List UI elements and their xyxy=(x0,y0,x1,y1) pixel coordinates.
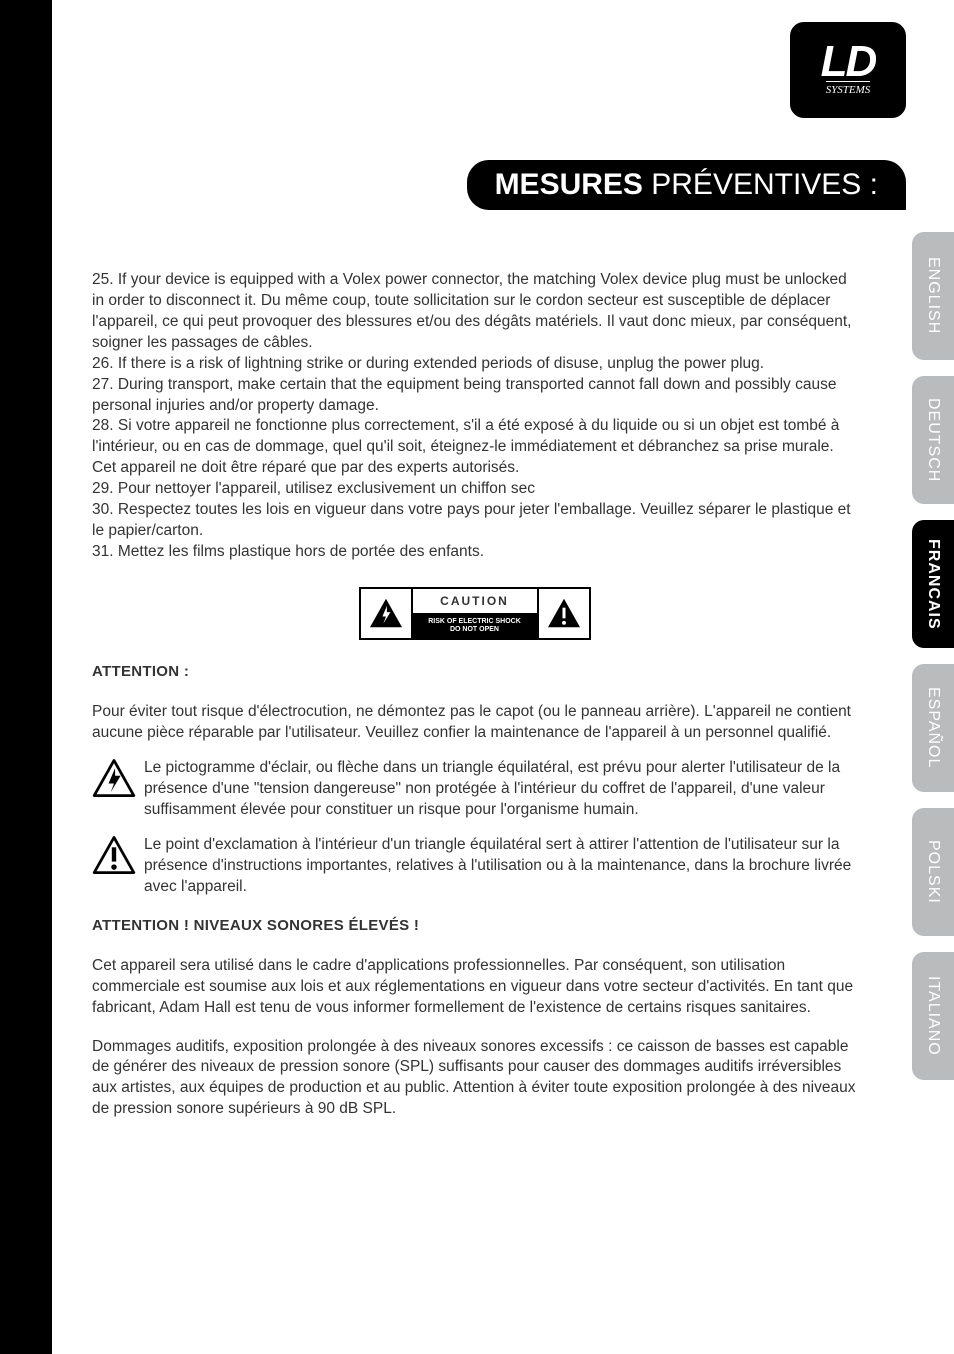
attention-body: Pour éviter tout risque d'électrocution,… xyxy=(92,702,857,744)
bolt-triangle-icon xyxy=(361,589,411,638)
sound-paragraph-2: Dommages auditifs, exposition prolongée … xyxy=(92,1037,857,1121)
exclamation-triangle-icon xyxy=(92,835,136,875)
caution-label: CAUTION RISK OF ELECTRIC SHOCK DO NOT OP… xyxy=(359,587,591,640)
exclamation-explanation-text: Le point d'exclamation à l'intérieur d'u… xyxy=(144,835,857,898)
attention-heading: ATTENTION : xyxy=(92,662,857,682)
item-27: 27. During transport, make certain that … xyxy=(92,375,857,417)
item-30: 30. Respectez toutes les lois en vigueur… xyxy=(92,500,857,542)
caution-subtext: RISK OF ELECTRIC SHOCK DO NOT OPEN xyxy=(413,615,537,638)
bolt-explanation-row: Le pictogramme d'éclair, ou flèche dans … xyxy=(92,758,857,821)
content-body: 25. If your device is equipped with a Vo… xyxy=(92,270,857,1120)
tab-italiano[interactable]: ITALIANO xyxy=(912,952,954,1080)
caution-heading: CAUTION xyxy=(413,589,537,615)
title-bold: MESURES xyxy=(495,168,643,201)
logo-text-bottom: SYSTEMS xyxy=(826,81,871,96)
tab-english[interactable]: ENGLISH xyxy=(912,232,954,360)
exclamation-triangle-icon xyxy=(539,589,589,638)
sound-level-heading: ATTENTION ! NIVEAUX SONORES ÉLEVÉS ! xyxy=(92,916,857,936)
bolt-triangle-icon xyxy=(92,758,136,798)
item-31: 31. Mettez les films plastique hors de p… xyxy=(92,542,857,563)
tab-deutsch[interactable]: DEUTSCH xyxy=(912,376,954,504)
bolt-explanation-text: Le pictogramme d'éclair, ou flèche dans … xyxy=(144,758,857,821)
page-container: LD SYSTEMS MESURES PRÉVENTIVES : 25. If … xyxy=(52,0,954,1354)
item-28: 28. Si votre appareil ne fonctionne plus… xyxy=(92,416,857,479)
page-title: MESURES PRÉVENTIVES : xyxy=(467,160,906,210)
tab-francais[interactable]: FRANCAIS xyxy=(912,520,954,648)
title-light: PRÉVENTIVES : xyxy=(643,168,878,201)
language-tabs: ENGLISH DEUTSCH FRANCAIS ESPAÑOL POLSKI … xyxy=(912,232,954,1080)
caution-text-block: CAUTION RISK OF ELECTRIC SHOCK DO NOT OP… xyxy=(411,589,539,638)
item-25: 25. If your device is equipped with a Vo… xyxy=(92,270,857,354)
sound-paragraph-1: Cet appareil sera utilisé dans le cadre … xyxy=(92,956,857,1019)
tab-polski[interactable]: POLSKI xyxy=(912,808,954,936)
exclamation-explanation-row: Le point d'exclamation à l'intérieur d'u… xyxy=(92,835,857,898)
caution-line1: RISK OF ELECTRIC SHOCK xyxy=(413,618,537,626)
brand-logo: LD SYSTEMS xyxy=(790,22,906,118)
caution-line2: DO NOT OPEN xyxy=(413,626,537,634)
logo-text-top: LD xyxy=(821,44,876,79)
tab-espanol[interactable]: ESPAÑOL xyxy=(912,664,954,792)
item-26: 26. If there is a risk of lightning stri… xyxy=(92,354,857,375)
item-29: 29. Pour nettoyer l'appareil, utilisez e… xyxy=(92,479,857,500)
page-number: 33 xyxy=(905,1309,934,1340)
